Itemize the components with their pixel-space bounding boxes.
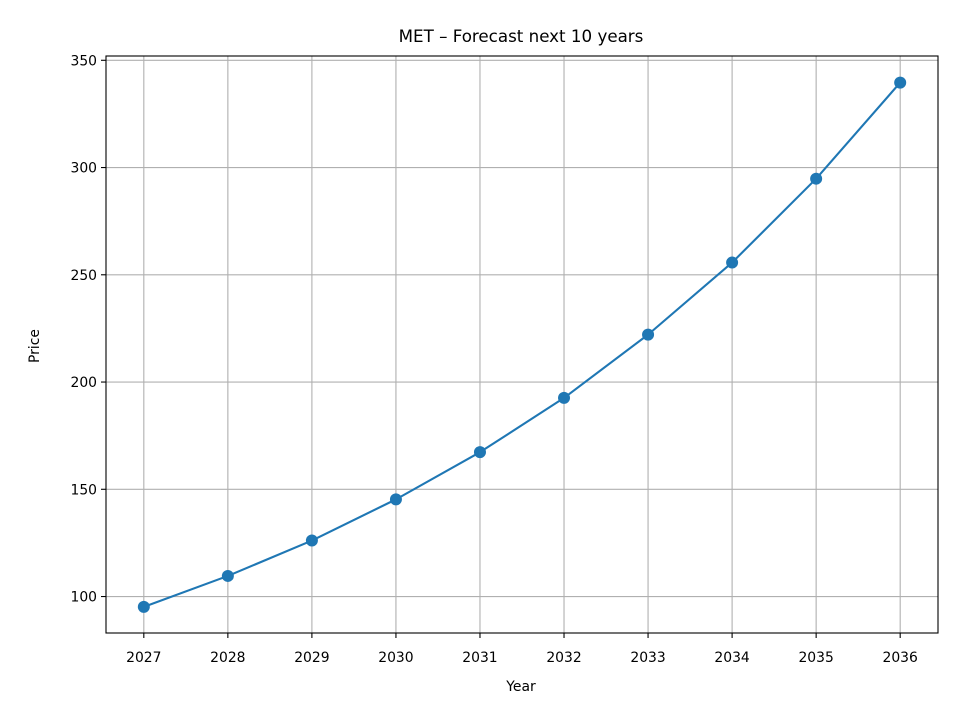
x-tick-label: 2034 [714,650,750,666]
x-tick-label: 2035 [798,650,833,666]
y-axis-label: Price [27,329,43,363]
x-axis: 2027 2028 2029 2030 2031 2032 2033 2034 2035 2036 [126,633,918,666]
data-point [137,600,150,613]
y-tick-label: 100 [70,590,97,606]
series-line [143,81,901,608]
x-tick-label: 2032 [546,650,581,666]
y-tick-label: 200 [70,375,97,391]
chart-title: MET – Forecast next 10 years [399,26,644,46]
y-axis: 100 150 200 250 300 350 [70,53,106,606]
data-point [894,76,907,89]
data-point [389,493,402,506]
x-tick-label: 2027 [126,650,161,666]
x-tick-label: 2031 [462,650,497,666]
x-tick-label: 2036 [883,650,918,666]
grid-lines [106,56,938,633]
data-point [810,172,823,185]
data-point [221,569,234,582]
plot-frame [105,55,939,634]
data-point [473,446,486,459]
data-point [558,391,571,404]
x-tick-label: 2030 [378,650,413,666]
y-tick-label: 300 [70,161,97,177]
x-tick-label: 2028 [210,650,245,666]
series-layer [137,76,907,613]
y-tick-label: 350 [70,53,97,69]
data-point [642,328,655,341]
y-tick-label: 250 [70,268,97,284]
data-point [726,256,739,269]
y-tick-label: 150 [70,482,97,498]
x-tick-label: 2029 [294,650,329,666]
data-point [305,534,318,547]
x-axis-label: Year [505,679,536,695]
x-tick-label: 2033 [630,650,665,666]
